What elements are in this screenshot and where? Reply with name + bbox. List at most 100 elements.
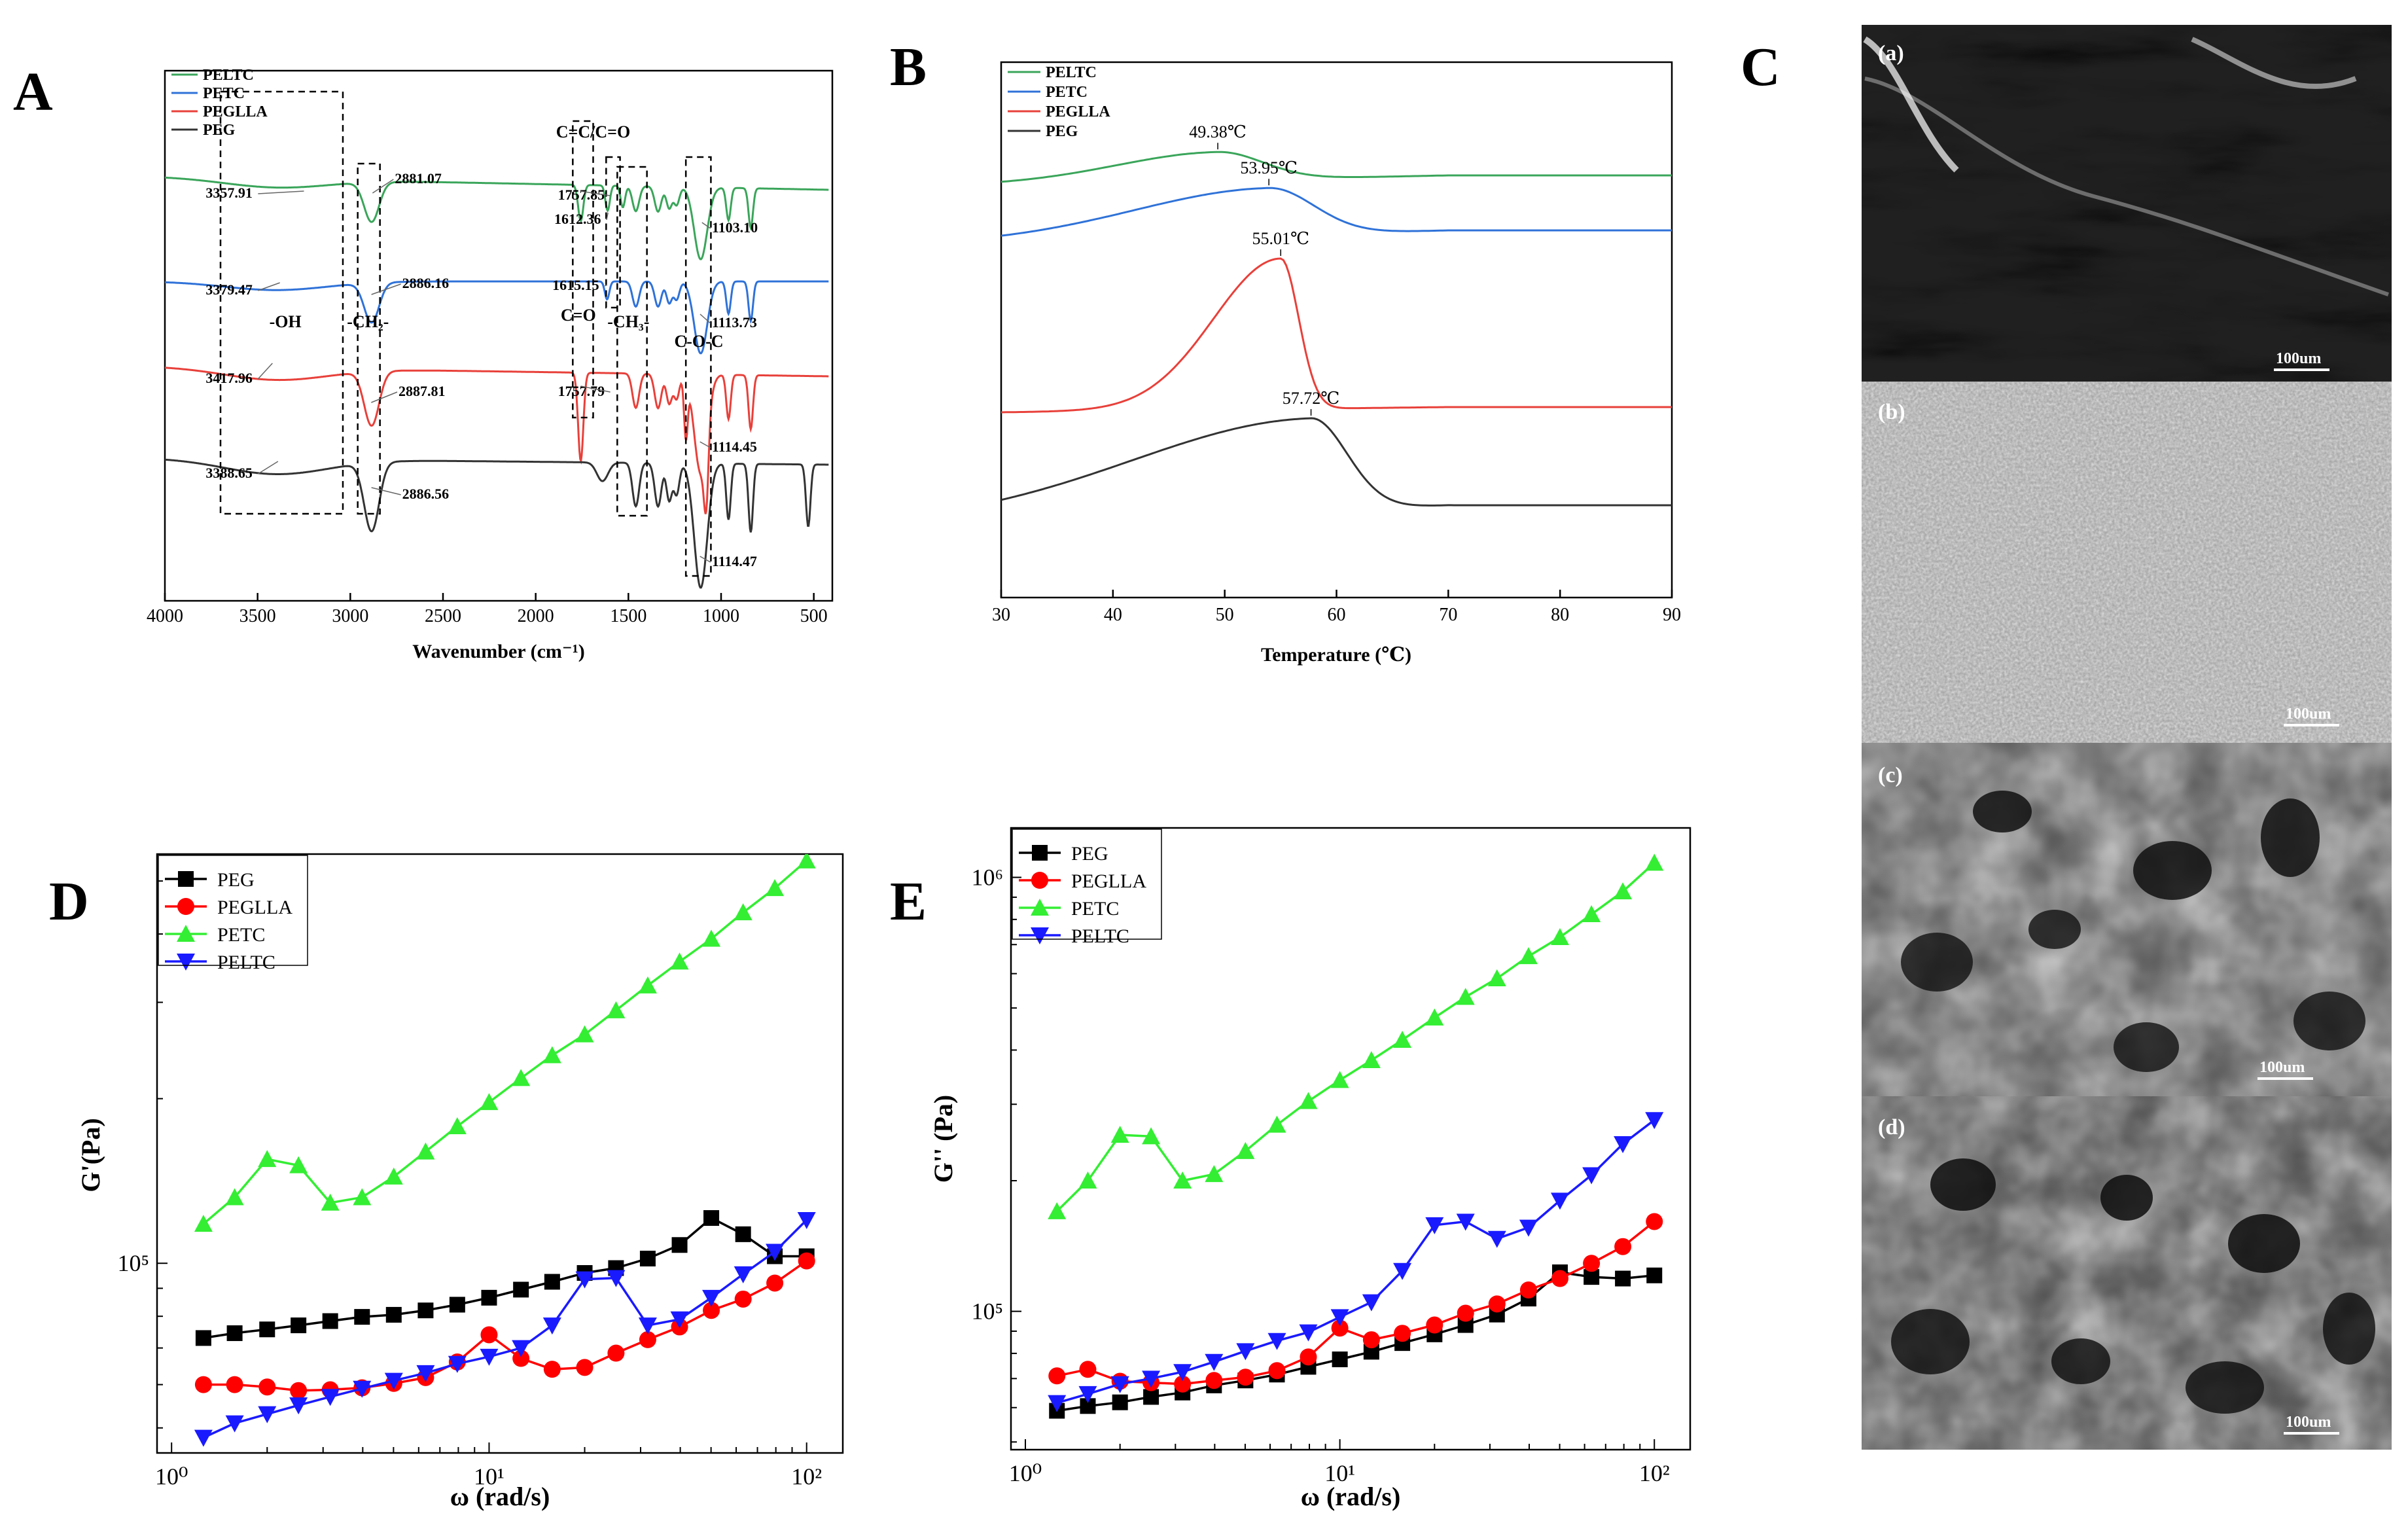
storage-modulus-point-petc [702,929,721,947]
loss-modulus-legend-label: PETC [1071,898,1119,920]
ftir-peak-annotation: 3388.65 [205,465,253,481]
loss-modulus-point-peglla [1551,1270,1568,1287]
sem-scale-d: 100um [2286,1414,2331,1431]
loss-modulus-point-peltc [1142,1370,1161,1388]
loss-modulus-point-peglla [1394,1325,1411,1342]
loss-modulus-x-tick-label: 10¹ [1324,1460,1355,1486]
loss-modulus-point-peg [1332,1351,1348,1368]
loss-modulus-point-peltc [1645,1112,1664,1130]
ftir-peak-annotation: 1757.85 [558,187,605,203]
storage-modulus-point-petc [321,1193,340,1211]
loss-modulus-point-peltc [1078,1386,1097,1403]
storage-modulus-legend-label: PETC [217,924,265,946]
storage-modulus-point-peg [195,1330,211,1346]
loss-modulus-point-peltc [1173,1364,1192,1382]
storage-modulus-point-peltc [702,1289,721,1307]
loss-modulus-point-petc [1487,969,1506,986]
dsc-series-peglla [1001,257,1672,414]
loss-modulus-point-petc [1299,1092,1318,1109]
ftir-peak-annotation: 1757.79 [558,383,605,399]
loss-modulus-point-peglla [1426,1316,1443,1334]
loss-modulus-x-tick-label: 10² [1639,1460,1670,1486]
ftir-x-tick-label: 500 [800,606,828,626]
ftir-band-boxes: -OH -CH₂- C=C/C=O C=O -CH₃- C-O-C [219,90,724,577]
ftir-band-box [219,90,344,515]
loss-modulus-legend-label: PEGLLA [1071,870,1146,892]
loss-modulus-point-petc [1142,1127,1161,1145]
loss-modulus-point-peltc [1456,1213,1475,1231]
dsc-peak-label: 49.38℃ [1189,122,1247,141]
loss-modulus-point-petc [1267,1115,1286,1133]
ftir-annotation-leader [371,283,401,295]
ftir-peak-annotation: 2881.07 [395,170,442,187]
loss-modulus-point-peglla [1519,1281,1537,1299]
sem-image-d: (d) 100um [1862,1096,2392,1450]
dsc-x-tick-label: 90 [1663,605,1681,625]
dsc-x-axis-label: Temperature (℃) [1261,644,1411,666]
loss-modulus-point-peglla [1205,1372,1223,1389]
ftir-peak-annotation: 1103.10 [712,219,758,236]
ftir-chart: -OH -CH₂- C=C/C=O C=O -CH₃- C-O-C 3357.91 2881… [147,67,834,662]
storage-modulus-point-peltc [797,1212,816,1230]
sem-label-a: (a) [1878,41,1904,65]
storage-modulus-point-petc [225,1188,244,1206]
storage-modulus-point-peltc [258,1406,277,1423]
panel-letter-a: A [13,62,53,122]
ftir-annotation-leader [257,363,273,380]
ftir-legend-label: PELTC [203,67,254,84]
ftir-series-peglla [165,367,829,514]
loss-modulus-x-tick-label: 10⁰ [1009,1460,1042,1486]
storage-modulus-point-peg [322,1313,338,1329]
loss-modulus-point-petc [1110,1126,1129,1143]
ftir-series-peg [165,458,829,589]
ftir-series-petc [165,280,829,355]
dsc-x-tick-label: 60 [1328,605,1346,625]
storage-modulus-ticks: 10⁰ 10¹ 10² 10⁵ [117,880,822,1490]
storage-modulus-x-tick-label: 10² [791,1463,822,1490]
loss-modulus-point-peglla [1457,1304,1474,1322]
dsc-peak-label: 53.95℃ [1240,158,1298,177]
storage-modulus-point-petc [289,1156,308,1173]
ftir-annotation-leader [257,461,279,474]
storage-modulus-legend-marker [177,954,195,971]
storage-modulus-point-petc [607,1001,626,1018]
storage-modulus-point-petc [542,1046,561,1064]
sem-label-c: (c) [1878,763,1903,787]
panel-letter-e: E [890,871,927,932]
ftir-x-tick-label: 3000 [332,606,368,626]
storage-modulus-point-peltc [607,1270,626,1287]
dsc-legend-label: PEGLLA [1046,103,1110,120]
loss-modulus-point-peltc [1330,1309,1349,1327]
loss-modulus-point-peglla [1614,1238,1632,1255]
storage-modulus-point-peltc [225,1415,244,1433]
ftir-group-label: C=C/C=O [556,122,630,141]
panel-letter-d: D [49,871,89,932]
ftir-legend-label: PETC [203,85,245,102]
storage-modulus-point-peg [449,1297,465,1313]
ftir-x-tick-label: 3500 [239,606,276,626]
ftir-annotation-leader [606,212,609,221]
storage-modulus-point-peglla [226,1376,243,1393]
dsc-peak-label: 57.72℃ [1283,389,1340,408]
loss-modulus-point-peltc [1236,1343,1255,1361]
loss-modulus-point-peglla [1646,1213,1663,1230]
ftir-peak-annotation: 1615.15 [552,277,599,293]
loss-modulus-point-peg [1143,1389,1160,1405]
loss-modulus-point-petc [1645,853,1664,871]
dsc-series-petc [1001,187,1672,237]
loss-modulus-point-peglla [1237,1369,1254,1386]
loss-modulus-legend-marker [1031,927,1049,944]
storage-modulus-legend-label: PEGLLA [217,897,292,918]
sem-label-d: (d) [1878,1115,1905,1139]
loss-modulus-point-peltc [1362,1294,1381,1312]
storage-modulus-x-axis-label: ω (rad/s) [450,1482,550,1511]
storage-modulus-point-peltc [512,1340,531,1357]
ftir-band-box [572,120,594,419]
loss-modulus-point-petc [1362,1050,1381,1068]
ftir-group-label: C-O-C [674,332,723,351]
ftir-peak-annotation: 3379.47 [205,281,253,298]
ftir-annotation-leader [371,391,398,403]
loss-modulus-point-petc [1614,882,1633,900]
loss-modulus-point-peltc [1267,1333,1286,1350]
storage-modulus-point-peltc [416,1365,435,1382]
